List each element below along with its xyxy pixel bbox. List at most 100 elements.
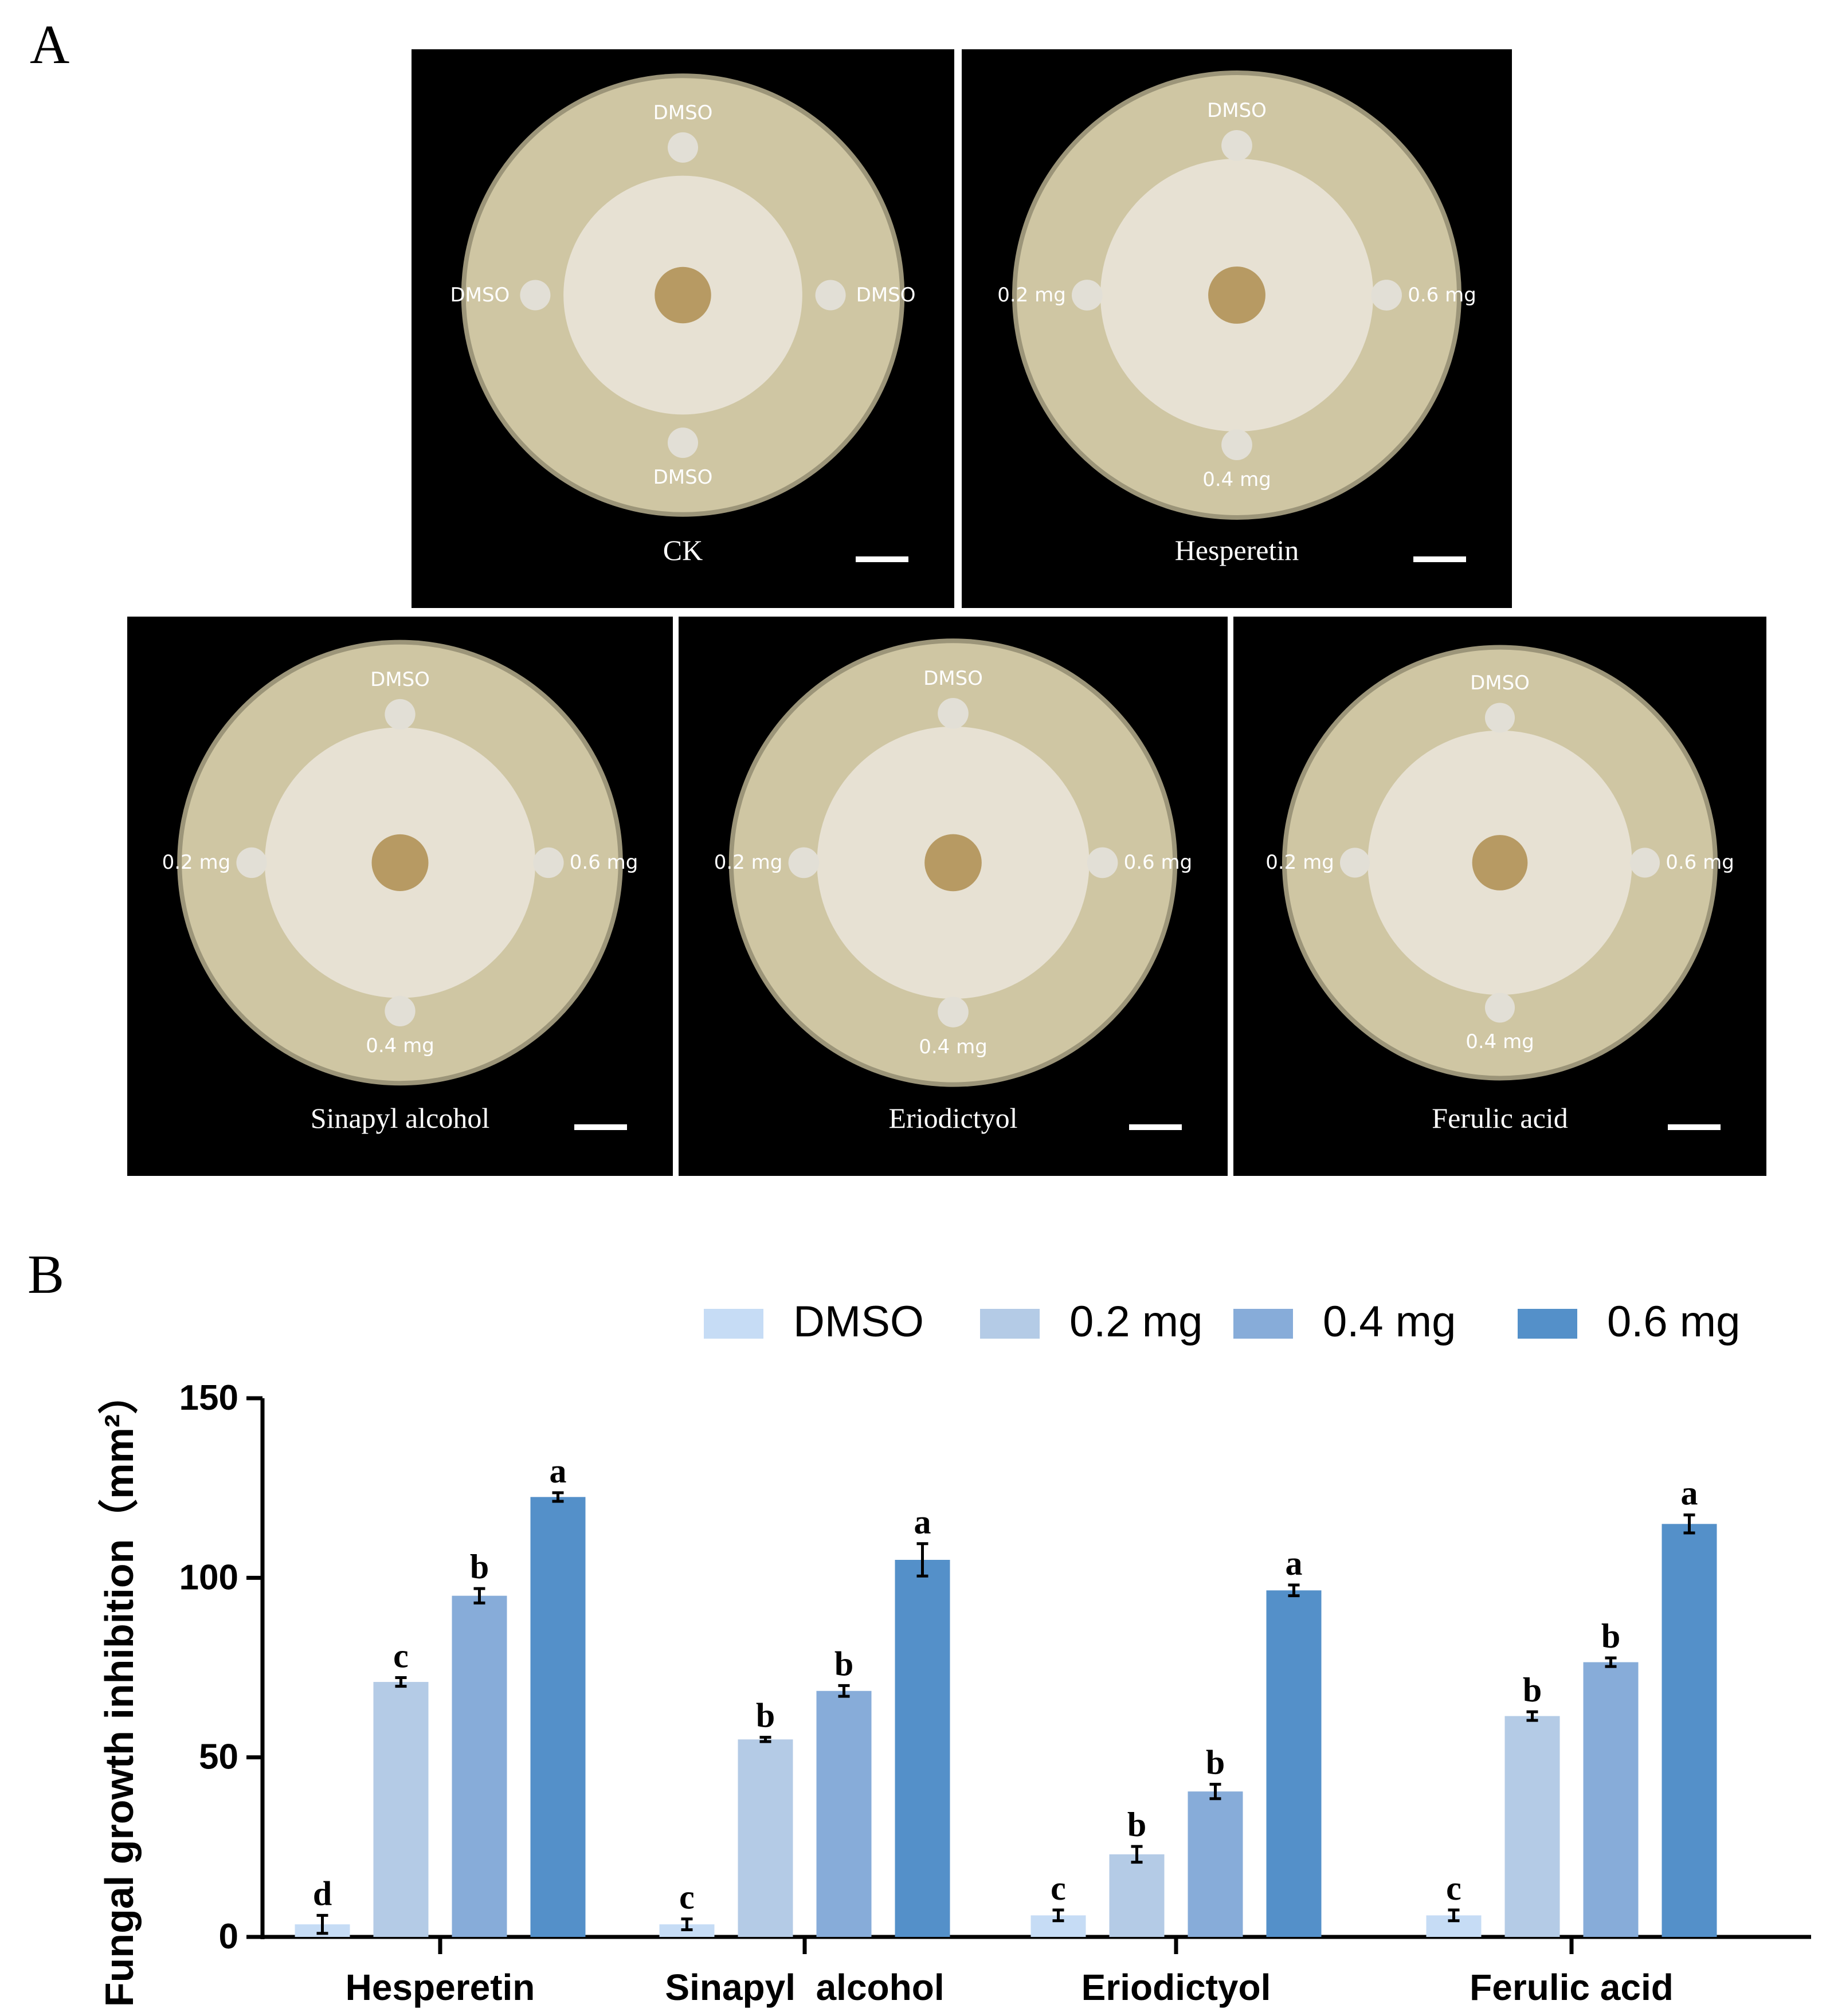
bar [1583,1662,1639,1937]
legend-swatch [704,1309,763,1339]
disc-label-bottom: DMSO [653,466,713,489]
bar [530,1497,586,1937]
paper-disc-bottom [385,995,416,1027]
disc-label-top: DMSO [923,667,983,691]
petri-dish-drawing [461,73,905,517]
legend-swatch [1518,1309,1577,1339]
paper-disc-right [533,847,564,878]
petri-dish-drawing [1012,70,1461,520]
plate-title: Sinapyl alcohol [310,1102,490,1134]
y-tick-label: 0 [219,1917,238,1956]
significance-letter: b [1601,1617,1620,1655]
paper-disc-top [385,699,416,730]
disc-label-bottom: 0.4 mg [919,1035,988,1058]
paper-disc-right [1371,280,1402,311]
paper-disc-right [815,280,846,311]
bar [816,1691,872,1937]
disc-label-top: DMSO [370,668,430,691]
disc-label-bottom: 0.4 mg [1465,1030,1534,1054]
bar [373,1682,429,1937]
bar [1662,1524,1717,1937]
panel-b-letter: B [28,1244,65,1305]
inhibition-bar-chart: 0 50 100 150 Fungal growth inhibition（mm²） He… [97,1297,1811,2008]
disc-label-right: 0.6 mg [569,851,638,874]
significance-letter: b [834,1645,853,1682]
legend-swatch [980,1309,1040,1339]
bar [1109,1854,1165,1937]
significance-letter: b [1127,1806,1146,1844]
inoculum-plug [1208,266,1265,324]
y-tick-label: 50 [199,1737,238,1777]
plate-photo-5: DMSO 0.4 mg 0.2 mg 0.6 mg Ferulic acid [1233,617,1766,1176]
petri-dish-drawing [1282,645,1718,1081]
bar [1188,1791,1243,1937]
significance-letter: c [1446,1869,1461,1907]
legend-label: 0.2 mg [1069,1297,1202,1346]
scale-bar [856,556,908,562]
disc-label-top: DMSO [1470,672,1530,695]
paper-disc-bottom [1221,429,1252,460]
legend-swatch [1233,1309,1293,1339]
significance-letter: a [1286,1544,1303,1582]
legend-label: 0.6 mg [1607,1297,1740,1346]
significance-letter: b [1206,1744,1225,1782]
bar [1266,1590,1322,1937]
disc-label-top: DMSO [653,101,713,124]
scale-bar [574,1124,627,1130]
inoculum-plug [371,834,429,891]
plate-title: Eriodictyol [888,1102,1018,1134]
disc-label-bottom: 0.4 mg [1202,468,1271,491]
paper-disc-left [236,847,267,878]
bar [895,1560,950,1937]
plate-photo-1: DMSO DMSO DMSO DMSO CK [412,49,954,608]
plate-photo-2: DMSO 0.4 mg 0.2 mg 0.6 mg Hesperetin [962,49,1512,608]
paper-disc-left [1340,848,1370,878]
x-tick-label: Sinapyl alcohol [665,1967,944,2008]
significance-letter: b [756,1697,775,1735]
paper-disc-top [1221,130,1252,161]
paper-disc-left [520,280,551,311]
disc-label-right: 0.6 mg [1123,851,1193,874]
y-axis-label: Fungal growth inhibition（mm²） [97,1374,142,2007]
petri-dish-drawing [728,638,1178,1087]
significance-letter: c [1051,1869,1066,1907]
disc-label-left: 0.2 mg [997,284,1066,307]
plate-title: Hesperetin [1174,534,1299,566]
scale-bar [1668,1124,1721,1130]
plate-title: Ferulic acid [1432,1102,1568,1134]
disc-label-left: DMSO [450,284,510,307]
paper-disc-left [1072,280,1103,311]
scale-bar [1413,556,1466,562]
significance-letter: c [679,1878,695,1916]
plate-title: CK [663,534,703,566]
legend-label: DMSO [793,1297,924,1346]
significance-letter: a [1681,1474,1698,1512]
significance-letter: a [550,1452,567,1490]
significance-letter: c [393,1637,409,1675]
inoculum-plug [1472,835,1528,891]
panel-a-letter: A [30,14,70,75]
paper-disc-right [1087,847,1118,878]
disc-label-left: 0.2 mg [714,851,783,874]
scale-bar [1129,1124,1182,1130]
paper-disc-bottom [667,427,699,458]
disc-label-top: DMSO [1207,99,1267,122]
significance-letter: b [470,1548,489,1586]
paper-disc-right [1629,848,1660,878]
disc-label-bottom: 0.4 mg [366,1034,434,1058]
y-tick-label: 150 [179,1378,238,1418]
plate-photo-3: DMSO 0.4 mg 0.2 mg 0.6 mg Sinapyl alcohol [127,617,673,1176]
legend-label: 0.4 mg [1323,1297,1456,1346]
paper-disc-top [667,132,699,163]
disc-label-left: 0.2 mg [162,851,231,874]
plate-photo-4: DMSO 0.4 mg 0.2 mg 0.6 mg Eriodictyol [679,617,1228,1176]
x-tick-label: Eriodictyol [1082,1967,1271,2008]
paper-disc-bottom [938,997,969,1027]
disc-label-right: 0.6 mg [1666,851,1734,874]
disc-label-right: 0.6 mg [1408,284,1476,307]
x-tick-label: Ferulic acid [1470,1967,1674,2008]
bar [738,1739,793,1937]
inoculum-plug [655,266,711,324]
disc-label-right: DMSO [856,284,916,307]
paper-disc-left [788,847,820,878]
